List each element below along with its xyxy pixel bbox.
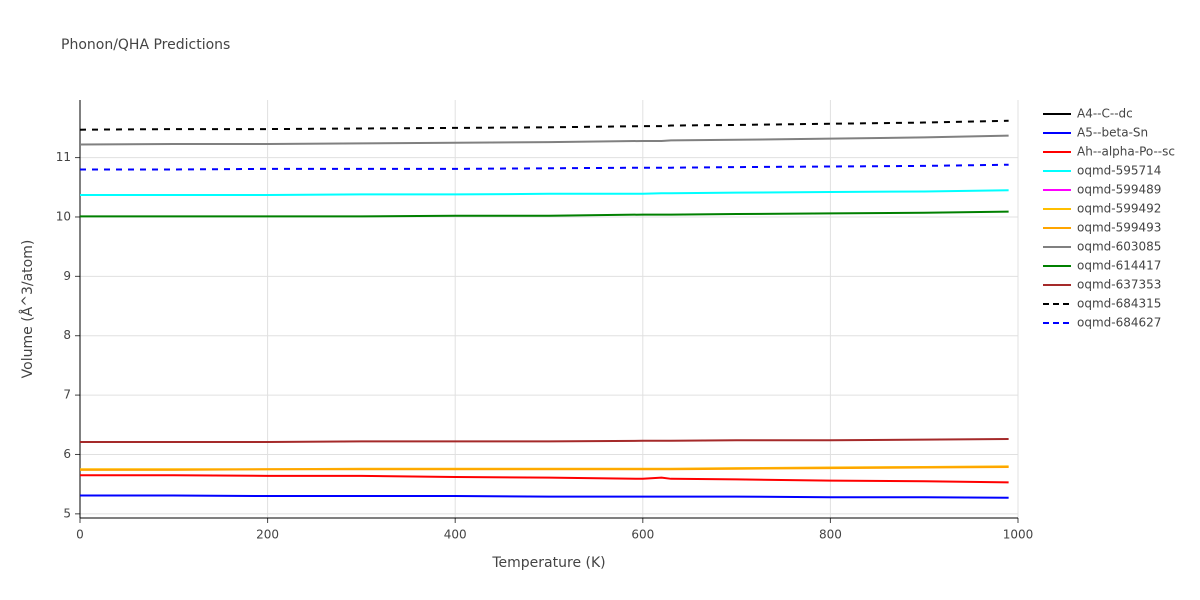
- series-line: [80, 474, 1009, 484]
- y-tick-label: 11: [56, 150, 71, 164]
- y-tick-label: 9: [63, 269, 71, 283]
- series-line: [80, 163, 1009, 171]
- series-line: [80, 494, 1009, 499]
- series-line: [80, 465, 1009, 471]
- legend-label: oqmd-599492: [1077, 202, 1161, 216]
- x-tick-label: 800: [819, 528, 842, 542]
- legend-label: Ah--alpha-Po--sc: [1077, 145, 1175, 159]
- y-tick-label: 10: [56, 209, 71, 223]
- x-tick-label: 200: [256, 528, 279, 542]
- series-line: [80, 210, 1009, 218]
- legend-label: oqmd-595714: [1077, 164, 1161, 178]
- legend-label: oqmd-603085: [1077, 240, 1161, 254]
- legend-label: oqmd-599489: [1077, 183, 1161, 197]
- series-line: [79, 134, 1009, 146]
- x-tick-label: 1000: [1003, 528, 1034, 542]
- x-tick-label: 600: [631, 528, 654, 542]
- series-line: [80, 189, 1009, 196]
- legend-label: oqmd-684315: [1077, 297, 1161, 311]
- x-axis-title: Temperature (K): [491, 555, 605, 571]
- chart-title: Phonon/QHA Predictions: [61, 37, 230, 53]
- legend-label: oqmd-684627: [1077, 316, 1161, 330]
- legend-label: A4--C--dc: [1077, 107, 1133, 121]
- legend-label: oqmd-599493: [1077, 221, 1161, 235]
- x-tick-label: 400: [444, 528, 467, 542]
- x-tick-label: 0: [76, 528, 84, 542]
- y-tick-label: 5: [63, 506, 71, 520]
- legend-label: oqmd-637353: [1077, 278, 1161, 292]
- legend-label: oqmd-614417: [1077, 259, 1161, 273]
- y-axis-title: Volume (Å^3/atom): [19, 240, 36, 379]
- legend-label: A5--beta-Sn: [1077, 126, 1148, 140]
- y-tick-label: 6: [63, 447, 71, 461]
- series-line: [80, 438, 1009, 443]
- y-tick-label: 7: [63, 388, 71, 402]
- series-line: [79, 119, 1009, 131]
- y-tick-label: 8: [63, 328, 71, 342]
